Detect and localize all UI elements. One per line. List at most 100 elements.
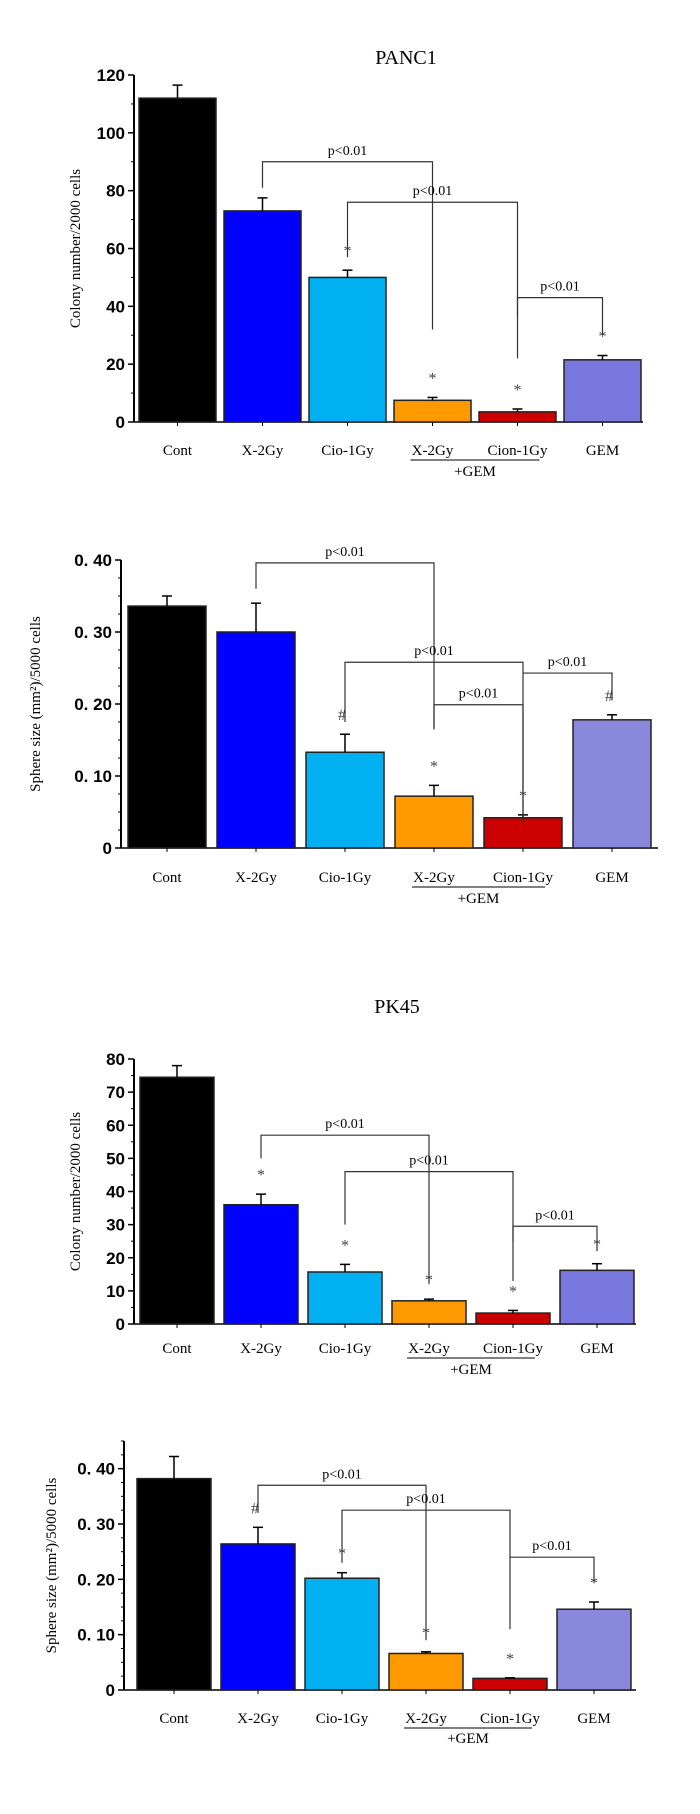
y-tick-label: 0 xyxy=(116,1315,125,1334)
bar-x-2gy xyxy=(216,631,296,849)
significance-bracket xyxy=(346,201,519,359)
y-tick-label: 0. 10 xyxy=(77,1626,115,1645)
y-tick-label: 0. 10 xyxy=(74,767,112,786)
y-tick-label: 0. 30 xyxy=(74,623,112,642)
x-tick-label: Cont xyxy=(163,443,193,459)
x-tick-label: Cio-1Gy xyxy=(316,1711,369,1727)
significance-marker: * xyxy=(509,1283,517,1300)
y-tick-label: 80 xyxy=(106,1050,125,1069)
significance-bracket xyxy=(257,1484,427,1641)
y-tick-label: 0. 30 xyxy=(77,1515,115,1534)
bar-x-2gy xyxy=(220,1543,296,1691)
p-value-label: p<0.01 xyxy=(406,1492,445,1507)
x-tick-label: X-2Gy xyxy=(412,443,454,459)
bar-cont xyxy=(138,97,217,423)
significance-bracket xyxy=(261,161,434,330)
y-tick-label: 70 xyxy=(106,1083,125,1102)
y-tick-label: 20 xyxy=(106,1249,125,1268)
y-tick-label: 0 xyxy=(103,839,112,858)
x-tick-label: Cont xyxy=(162,1341,192,1357)
p-value-label: p<0.01 xyxy=(540,280,579,295)
significance-marker: * xyxy=(590,1575,598,1592)
significance-marker: * xyxy=(506,1651,514,1668)
p-value-label: p<0.01 xyxy=(409,1154,448,1169)
y-tick-label: 0 xyxy=(106,1681,115,1700)
p-value-label: p<0.01 xyxy=(459,687,498,702)
x-tick-label: GEM xyxy=(586,443,619,459)
y-tick-label: 10 xyxy=(106,1282,125,1301)
y-tick-label: 40 xyxy=(106,297,125,316)
p-value-label: p<0.01 xyxy=(325,1117,364,1132)
p-value-label: p<0.01 xyxy=(328,144,367,159)
y-tick-label: 80 xyxy=(106,182,125,201)
significance-bracket xyxy=(516,297,604,336)
y-tick-label: 50 xyxy=(106,1149,125,1168)
x-tick-label: Cion-1Gy xyxy=(488,443,549,459)
significance-marker: # xyxy=(251,1500,259,1517)
bar-x-2gy xyxy=(388,1652,464,1691)
x-tick-label: X-2Gy xyxy=(240,1341,282,1357)
group-label: +GEM xyxy=(450,1362,492,1378)
significance-marker: * xyxy=(514,382,522,399)
bar-cion-1gy xyxy=(478,411,557,423)
y-tick-label: 30 xyxy=(106,1216,125,1235)
significance-marker: * xyxy=(429,370,437,387)
x-tick-label: Cion-1Gy xyxy=(483,1341,544,1357)
y-tick-label: 40 xyxy=(106,1183,125,1202)
x-tick-label: Cion-1Gy xyxy=(493,870,554,886)
x-tick-label: GEM xyxy=(580,1341,613,1357)
x-tick-label: X-2Gy xyxy=(413,870,455,886)
p-value-label: p<0.01 xyxy=(414,644,453,659)
bar-x-2gy xyxy=(391,1300,467,1325)
y-tick-label: 20 xyxy=(106,355,125,374)
bar-gem xyxy=(559,1269,635,1325)
bar-cio-1gy xyxy=(307,1271,383,1325)
group-label: +GEM xyxy=(458,891,500,907)
bar-x-2gy xyxy=(223,1204,299,1325)
bar-x-2gy xyxy=(393,399,472,423)
bar-cont xyxy=(139,1076,215,1325)
y-tick-label: 60 xyxy=(106,1116,125,1135)
y-axis-label: Sphere size (mm²)/5000 cells xyxy=(44,1477,60,1653)
y-tick-label: 100 xyxy=(97,124,125,143)
bar-x-2gy xyxy=(394,795,474,849)
y-axis-label: Colony number/2000 cells xyxy=(68,1112,84,1271)
significance-marker: # xyxy=(338,707,346,724)
significance-bracket xyxy=(510,1556,595,1583)
p-value-label: p<0.01 xyxy=(548,655,587,670)
y-tick-label: 0. 40 xyxy=(77,1460,115,1479)
bar-cio-1gy xyxy=(308,276,387,423)
significance-bracket xyxy=(512,1225,598,1252)
x-tick-label: Cont xyxy=(159,1711,189,1727)
bar-cion-1gy xyxy=(475,1312,551,1325)
x-tick-label: X-2Gy xyxy=(242,443,284,459)
y-axis-label: Sphere size (mm²)/5000 cells xyxy=(28,616,44,792)
y-tick-label: 120 xyxy=(97,66,125,85)
p-value-label: p<0.01 xyxy=(413,184,452,199)
significance-bracket xyxy=(341,1509,511,1630)
x-tick-label: GEM xyxy=(577,1711,610,1727)
p-value-label: p<0.01 xyxy=(322,1467,361,1482)
bar-gem xyxy=(563,359,642,423)
x-tick-label: Cion-1Gy xyxy=(480,1711,541,1727)
significance-marker: * xyxy=(341,1237,349,1254)
p-value-label: p<0.01 xyxy=(532,1539,571,1554)
x-tick-label: Cio-1Gy xyxy=(319,870,372,886)
x-tick-label: X-2Gy xyxy=(408,1341,450,1357)
chart-title: PANC1 xyxy=(375,47,437,69)
y-tick-label: 60 xyxy=(106,240,125,259)
bar-cont xyxy=(136,1477,212,1691)
significance-marker: * xyxy=(599,328,607,345)
p-value-label: p<0.01 xyxy=(325,545,364,560)
significance-bracket xyxy=(260,1134,430,1285)
bar-cion-1gy xyxy=(472,1677,548,1691)
x-tick-label: X-2Gy xyxy=(405,1711,447,1727)
bar-cio-1gy xyxy=(305,751,385,849)
significance-bracket xyxy=(433,704,524,823)
chart-title: PK45 xyxy=(374,996,420,1018)
p-value-label: p<0.01 xyxy=(535,1208,574,1223)
x-tick-label: Cont xyxy=(152,870,182,886)
significance-marker: * xyxy=(257,1167,265,1184)
